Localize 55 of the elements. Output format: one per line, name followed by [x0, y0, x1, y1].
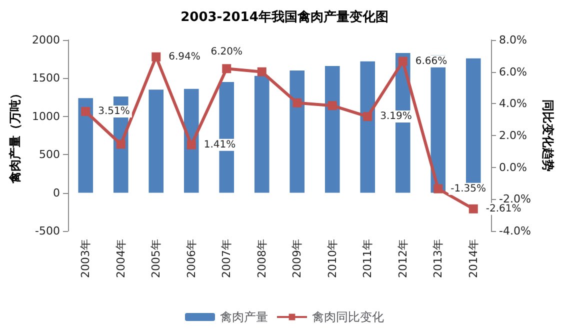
- x-tick-label: 2005年: [150, 239, 163, 278]
- data-label: -1.35%: [450, 183, 486, 194]
- y-axis-title: 禽肉产量（万吨）: [8, 88, 22, 184]
- bar: [148, 90, 164, 193]
- point: [468, 204, 478, 214]
- legend-label: 禽肉同比变化: [312, 310, 384, 324]
- y-tick-label: 1500: [32, 72, 60, 85]
- data-label: 1.41%: [204, 139, 236, 150]
- x-tick-label: 2010年: [326, 239, 339, 278]
- x-tick-label: 2004年: [114, 239, 128, 278]
- y2-axis-title: 同比变化趋势: [540, 100, 555, 172]
- bar: [360, 61, 376, 193]
- x-tick-label: 2013年: [432, 239, 445, 278]
- data-label: -2.61%: [486, 203, 522, 214]
- point: [257, 67, 266, 76]
- point: [292, 98, 302, 108]
- data-label: 6.66%: [415, 56, 448, 67]
- data-label: 6.94%: [168, 51, 200, 62]
- y-tick-label: 2000: [32, 34, 60, 46]
- y-tick-label: 0: [53, 186, 60, 200]
- y-tick-label: 500: [39, 148, 60, 162]
- data-label: 3.51%: [98, 106, 130, 117]
- point: [152, 52, 161, 62]
- x-tick-label: 2011年: [361, 239, 374, 278]
- y2-tick-label: -4.0%: [499, 224, 531, 238]
- y-tick-label: 1000: [32, 110, 60, 123]
- x-tick-label: 2008年: [255, 239, 268, 278]
- data-label: 3.19%: [380, 111, 412, 122]
- x-tick-label: 2009年: [290, 239, 304, 278]
- y2-tick-label: 8.0%: [499, 34, 527, 46]
- x-tick-label: 2012年: [396, 239, 410, 278]
- point: [434, 184, 443, 194]
- point: [222, 64, 232, 74]
- chart-title: 2003-2014年我国禽肉产量变化图: [180, 9, 388, 25]
- x-tick-label: 2003年: [79, 239, 92, 278]
- point: [116, 140, 126, 149]
- data-label: 6.20%: [210, 46, 243, 58]
- point: [363, 112, 372, 122]
- point: [186, 140, 196, 150]
- y2-tick-label: 6.0%: [499, 65, 527, 78]
- x-tick-label: 2006年: [184, 239, 198, 278]
- legend-label: 禽肉产量: [220, 310, 268, 324]
- y2-tick-label: 4.0%: [499, 97, 527, 110]
- bar: [254, 76, 270, 193]
- point: [398, 56, 408, 66]
- y2-tick-label: 0.0%: [499, 160, 527, 174]
- y-tick-label: -500: [35, 224, 60, 238]
- x-tick-label: 2014年: [466, 239, 480, 278]
- bar: [78, 98, 94, 193]
- point: [328, 101, 337, 110]
- point: [81, 106, 90, 116]
- bar: [324, 66, 340, 193]
- x-tick-label: 2007年: [220, 239, 234, 278]
- y2-tick-label: 2.0%: [499, 129, 527, 142]
- bar: [290, 70, 305, 193]
